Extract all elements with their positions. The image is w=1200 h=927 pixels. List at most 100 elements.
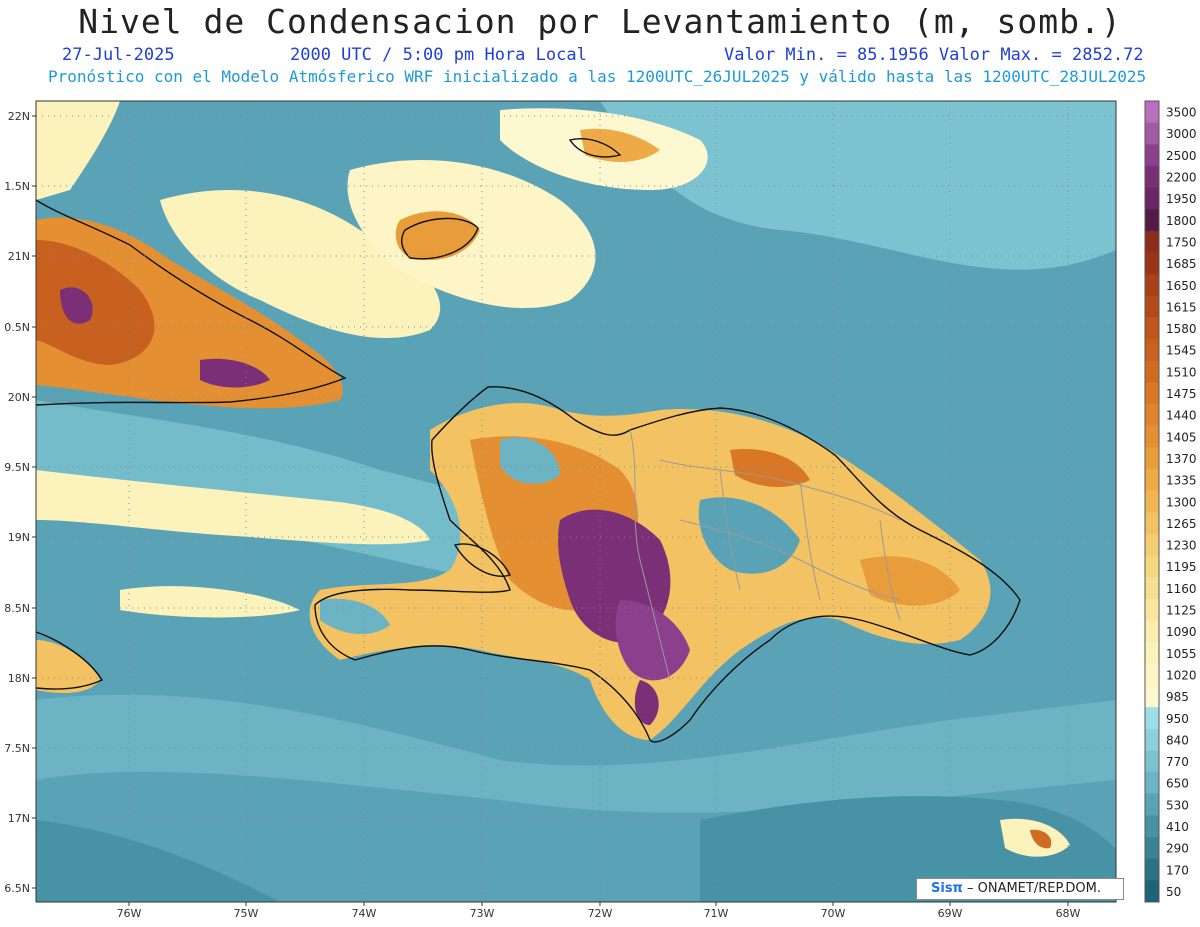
lon-label: 75W: [234, 907, 259, 920]
date-label: 27-Jul-2025: [62, 45, 175, 65]
longitude-labels: 76W 75W 74W 73W 72W 71W 70W 69W 68W: [117, 907, 1081, 920]
lat-label: 21N: [8, 250, 30, 263]
south-peak: [615, 600, 690, 681]
colorbar-label: 3500: [1166, 106, 1197, 120]
colorbar-label: 290: [1166, 842, 1189, 856]
colorbar-label: 1370: [1166, 452, 1197, 466]
colorbar-label: 1475: [1166, 387, 1197, 401]
cordillera-cool-spot: [698, 497, 800, 574]
colorbar-label: 1580: [1166, 322, 1197, 336]
colorbar-swatch: [1145, 490, 1159, 513]
puerto-rico-peak: [1030, 829, 1052, 849]
lat-label: 1.5N: [4, 180, 30, 193]
ocean-swath-north: [600, 101, 1116, 270]
coastlines: [36, 138, 1021, 743]
colorbar-label: 1160: [1166, 582, 1197, 596]
colorbar-swatch: [1145, 707, 1159, 730]
colorbar-label: 1125: [1166, 604, 1197, 618]
lat-label: 8.5N: [4, 602, 30, 615]
graticule: [36, 101, 1116, 902]
lat-label: 22N: [8, 110, 30, 123]
credit-box: Sisπ – ONAMET/REP.DOM.: [916, 878, 1124, 900]
jamaica-field: [36, 640, 100, 693]
colorbar-label: 1650: [1166, 279, 1197, 293]
cuba-field-peak-1: [60, 287, 93, 324]
colorbar-label: 1545: [1166, 344, 1197, 358]
lat-label: 6.5N: [4, 882, 30, 895]
colorbar-swatch: [1145, 274, 1159, 297]
lon-label: 72W: [588, 907, 613, 920]
forecast-map: [36, 101, 1116, 902]
model-info-label: Pronóstico con el Modelo Atmósferico WRF…: [48, 67, 1147, 86]
colorbar-swatch: [1145, 209, 1159, 232]
colorbar-label: 530: [1166, 798, 1189, 812]
colorbar-swatch: [1145, 815, 1159, 838]
colorbar-swatch: [1145, 339, 1159, 362]
colorbar-swatch: [1145, 165, 1159, 188]
colorbar-swatch: [1145, 469, 1159, 492]
lon-label: 76W: [117, 907, 142, 920]
colorbar-frame: [1144, 100, 1160, 903]
colorbar-label: 1440: [1166, 409, 1197, 423]
colorbar-swatch: [1145, 533, 1159, 557]
colorbar-swatch: [1145, 750, 1159, 773]
east-warm-spot: [860, 556, 960, 606]
jamaica-coastline: [36, 631, 104, 690]
hispaniola-coastline: [314, 386, 1021, 743]
colorbar-label: 3000: [1166, 127, 1197, 141]
sispi-logo-text: Sisπ: [931, 881, 963, 896]
lat-label: 0.5N: [4, 321, 30, 334]
cuba-field-core: [36, 240, 155, 365]
colorbar-label: 950: [1166, 712, 1189, 726]
cuba-field-peak-2: [200, 358, 270, 388]
colorbar-swatch: [1145, 295, 1159, 318]
map-title: Nivel de Condensacion por Levantamiento …: [78, 2, 1122, 41]
colorbar-swatch: [1145, 512, 1159, 535]
colorbar-label: 840: [1166, 733, 1189, 747]
latitude-ticks: [32, 115, 36, 889]
colorbar-swatch: [1145, 793, 1159, 816]
colorbar-swatch: [1145, 642, 1159, 665]
colorbar-swatch: [1145, 382, 1159, 405]
colorbar-swatch: [1145, 598, 1159, 621]
colorbar-label: 1195: [1166, 560, 1197, 574]
colorbar-label: 1510: [1166, 365, 1197, 379]
colorbar-swatch: [1145, 101, 1159, 124]
colorbar-label: 1090: [1166, 625, 1197, 639]
nw-cool-spot: [500, 437, 560, 484]
lat-label: 19N: [8, 531, 30, 544]
colorbar-label: 2200: [1166, 171, 1197, 185]
great-inagua: [401, 217, 479, 260]
colorbar-swatch: [1145, 858, 1159, 881]
colorbar-swatch: [1145, 317, 1159, 340]
lat-label: 9.5N: [4, 461, 30, 474]
colorbar-label: 1230: [1166, 539, 1197, 553]
colorbar-swatch: [1145, 663, 1159, 686]
ocean-dark-southwest: [36, 820, 280, 902]
colorbar: 3500 3000 2500 2200 1950 1800 1750 1685 1650 1615…: [1144, 100, 1197, 903]
colorbar-swatch: [1145, 230, 1159, 253]
colorbar-swatch: [1145, 685, 1159, 708]
colorbar-label: 2500: [1166, 149, 1197, 163]
yellow-band-sw: [120, 586, 300, 618]
colorbar-label: 985: [1166, 690, 1189, 704]
colorbar-label: 170: [1166, 863, 1189, 877]
colorbar-swatch: [1145, 425, 1159, 448]
barahona-peak: [634, 680, 659, 725]
colorbar-label: 650: [1166, 777, 1189, 791]
lat-label: 17N: [8, 812, 30, 825]
province-borders: [629, 429, 901, 681]
colorbar-swatch: [1145, 447, 1159, 470]
colorbar-label: 1335: [1166, 474, 1197, 488]
yellow-band-nw: [36, 101, 120, 200]
lon-label: 69W: [938, 907, 963, 920]
colorbar-swatch: [1145, 122, 1159, 145]
colorbar-swatch: [1145, 620, 1159, 643]
colorbar-label: 1300: [1166, 495, 1197, 509]
colorbar-label: 1055: [1166, 647, 1197, 661]
colorbar-swatch: [1145, 404, 1159, 427]
lon-label: 73W: [470, 907, 495, 920]
colorbar-swatch: [1145, 187, 1159, 210]
lat-label: 7.5N: [4, 742, 30, 755]
colorbar-label: 50: [1166, 885, 1181, 899]
